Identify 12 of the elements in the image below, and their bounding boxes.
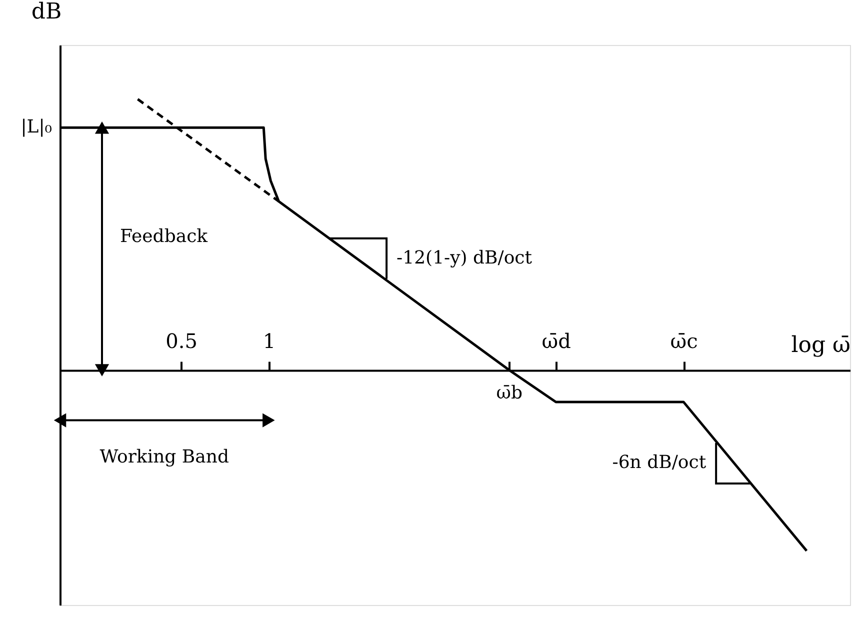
- x-tick-label: 1: [262, 328, 276, 353]
- annotation: |L|₀: [20, 116, 52, 138]
- y-axis-title: dB: [31, 0, 62, 24]
- annotation: -6n dB/oct: [612, 452, 707, 474]
- annotation: ω̄b: [496, 382, 522, 404]
- x-tick-label: ω̄d: [542, 328, 572, 353]
- annotation: Feedback: [120, 226, 209, 247]
- annotation: -12(1-y) dB/oct: [396, 248, 533, 269]
- x-axis-title: log ω̄: [791, 332, 850, 358]
- annotation: Working Band: [100, 446, 229, 468]
- x-tick-label: 0.5: [166, 328, 198, 353]
- x-tick-label: ω̄c: [670, 328, 698, 353]
